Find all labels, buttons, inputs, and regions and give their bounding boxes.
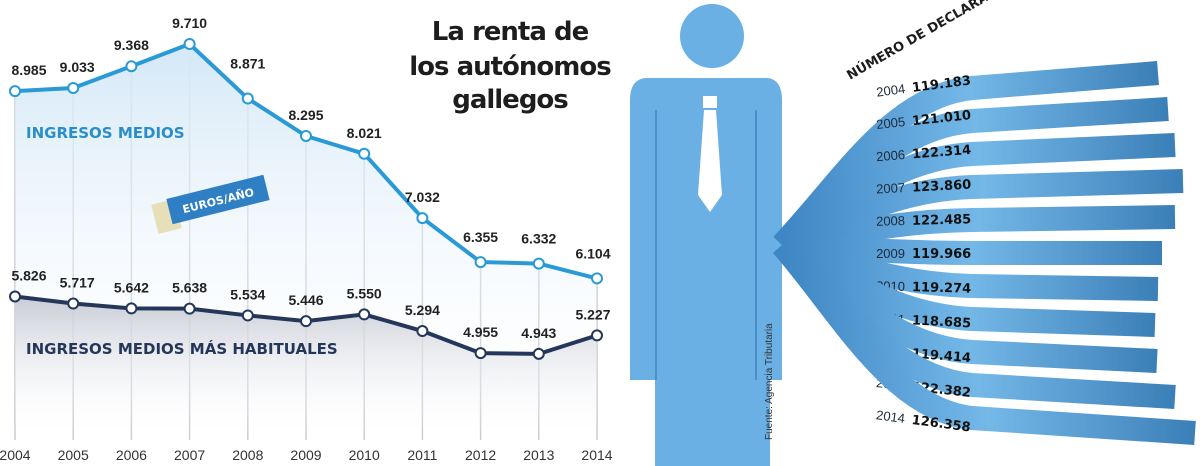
data-label: 5.826 — [11, 267, 46, 283]
ribbon-year: 2014 — [875, 407, 906, 426]
data-label: 6.104 — [575, 245, 610, 261]
x-tick-label: 2007 — [174, 447, 205, 463]
data-point — [591, 329, 603, 342]
data-point — [358, 147, 371, 160]
ribbon-value: 118.685 — [912, 313, 972, 331]
ribbon-value: 121.010 — [911, 108, 971, 129]
data-label: 5.227 — [575, 306, 610, 322]
tie-knot — [703, 96, 717, 108]
x-tick-label: 2006 — [116, 447, 147, 463]
x-tick-label: 2008 — [232, 447, 263, 463]
data-label: 5.294 — [405, 302, 440, 318]
series-label-ingresos-medios: INGRESOS MEDIOS — [26, 124, 185, 142]
data-point — [358, 308, 371, 321]
data-point — [67, 82, 80, 95]
data-point — [532, 347, 545, 360]
ribbon-value: 123.860 — [912, 178, 972, 196]
ribbon-year: 2006 — [876, 147, 906, 164]
data-point — [125, 302, 138, 315]
data-point — [183, 38, 196, 50]
x-tick-label: 2012 — [465, 447, 496, 463]
ribbon-year: 2005 — [876, 114, 906, 132]
data-label: 5.717 — [60, 275, 95, 291]
data-label: 6.355 — [463, 229, 498, 245]
title-line-3: gallegos — [452, 85, 568, 115]
ribbon-value: 122.314 — [912, 143, 972, 163]
source-note: Fuente: Agencia Tributaria — [764, 323, 775, 440]
x-tick-label: 2014 — [581, 447, 612, 463]
data-point — [300, 315, 312, 328]
x-tick-label: 2011 — [407, 447, 437, 463]
ribbon-value: 119.274 — [912, 280, 972, 297]
figure-body — [630, 78, 782, 466]
data-point — [241, 92, 254, 105]
ribbon-value: 119.966 — [912, 247, 971, 262]
data-label: 4.955 — [463, 324, 498, 340]
data-label: 6.332 — [521, 231, 556, 247]
data-point — [474, 256, 487, 269]
declarantes-title: NÚMERO DE DECLARANTES — [844, 0, 1024, 83]
series-area — [15, 296, 597, 440]
income-line-chart: 2004 2005 2006 2007 2008 2009 2010 2011 2012 2013… — [0, 15, 613, 463]
x-tick-label: 2013 — [523, 447, 554, 463]
data-label: 5.642 — [114, 279, 149, 295]
ribbon-year: 2009 — [876, 246, 905, 261]
figure-head — [680, 4, 744, 68]
data-label: 5.550 — [347, 285, 382, 301]
x-tick-label: 2010 — [349, 447, 380, 463]
x-tick-label: 2004 — [0, 447, 31, 463]
data-label: 8.871 — [230, 56, 265, 72]
data-label: 5.638 — [172, 280, 207, 296]
series-label-mas-habituales: INGRESOS MEDIOS MÁS HABITUALES — [26, 339, 338, 358]
data-point — [9, 290, 21, 303]
data-point — [416, 325, 429, 338]
data-label: 9.368 — [114, 37, 149, 53]
x-tick-label: 2009 — [290, 447, 321, 463]
data-label: 5.446 — [288, 292, 323, 308]
ribbon-year: 2007 — [876, 180, 906, 196]
data-point — [416, 212, 429, 225]
title-line-2: los autónomos — [409, 52, 611, 82]
badge-ribbon — [166, 174, 270, 225]
data-label: 8.985 — [11, 62, 46, 78]
title-line-1: La renta de — [432, 17, 589, 47]
data-point — [183, 302, 196, 315]
data-label: 8.021 — [347, 125, 382, 141]
ribbon-year: 2008 — [876, 213, 905, 229]
data-label: 9.710 — [172, 15, 207, 31]
data-label: 7.032 — [405, 189, 440, 205]
ribbon-value: 122.485 — [912, 212, 972, 229]
data-point — [67, 297, 80, 310]
ribbon-year: 2004 — [875, 81, 906, 100]
x-tick-label: 2005 — [58, 447, 89, 463]
data-point — [241, 309, 254, 322]
data-point — [532, 257, 545, 270]
data-point — [9, 85, 21, 98]
data-label: 9.033 — [60, 59, 95, 75]
data-label: 5.534 — [230, 286, 265, 302]
data-point — [591, 272, 603, 285]
person-figure — [630, 4, 782, 466]
data-label: 4.943 — [521, 325, 556, 341]
data-point — [125, 60, 138, 73]
tie — [698, 110, 722, 212]
data-point — [474, 347, 487, 360]
data-label: 8.295 — [288, 107, 323, 123]
data-point — [300, 129, 312, 142]
ribbon — [772, 237, 1196, 445]
chart-title: La renta de los autónomos gallegos — [409, 17, 612, 115]
